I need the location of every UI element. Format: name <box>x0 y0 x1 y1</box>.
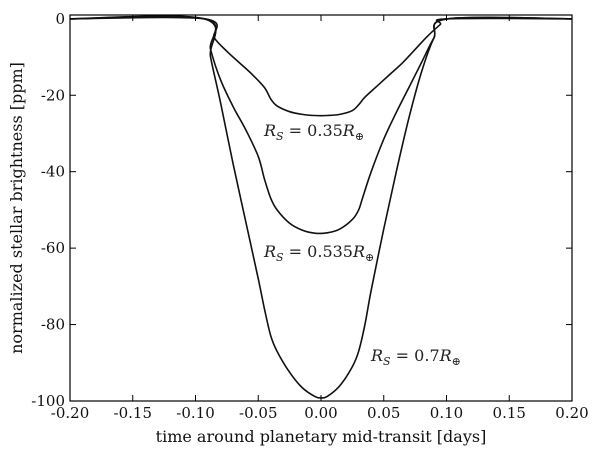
y-axis-title: normalized stellar brightness [ppm] <box>7 62 26 354</box>
y-tick-label: -40 <box>41 163 65 181</box>
y-axis-ticks: 0 -20 -40 -60 -80 -100 <box>31 10 572 410</box>
x-tick-label: 0.10 <box>430 404 463 422</box>
y-tick-label: -80 <box>41 316 65 334</box>
y-tick-label: -100 <box>31 392 65 410</box>
x-tick-label: 0.00 <box>304 404 337 422</box>
series-line-1 <box>69 16 573 117</box>
x-tick-label: 0.20 <box>555 404 588 422</box>
x-tick-label: -0.20 <box>51 404 89 422</box>
label-rs-07: RS = 0.7R⊕ <box>370 346 461 368</box>
x-tick-label: 0.15 <box>493 404 526 422</box>
label-rs-0535: RS = 0.535R⊕ <box>263 242 374 264</box>
y-tick-label: -20 <box>41 86 65 104</box>
series-line-3 <box>69 15 573 399</box>
y-tick-label: -60 <box>41 239 65 257</box>
x-axis-ticks: -0.20 -0.15 -0.10 -0.05 0.00 0.05 0.10 0.15 0.20 <box>51 15 589 422</box>
y-tick-label: 0 <box>55 10 65 28</box>
label-rs-035: RS = 0.35R⊕ <box>263 121 364 143</box>
series-line-2 <box>69 15 573 235</box>
x-tick-label: -0.05 <box>239 404 277 422</box>
x-axis-title: time around planetary mid-transit [days] <box>156 427 487 446</box>
x-tick-label: -0.15 <box>114 404 152 422</box>
curves-layer <box>69 15 573 399</box>
plot-frame <box>69 14 573 402</box>
x-tick-label: -0.10 <box>176 404 214 422</box>
x-tick-label: 0.05 <box>367 404 400 422</box>
